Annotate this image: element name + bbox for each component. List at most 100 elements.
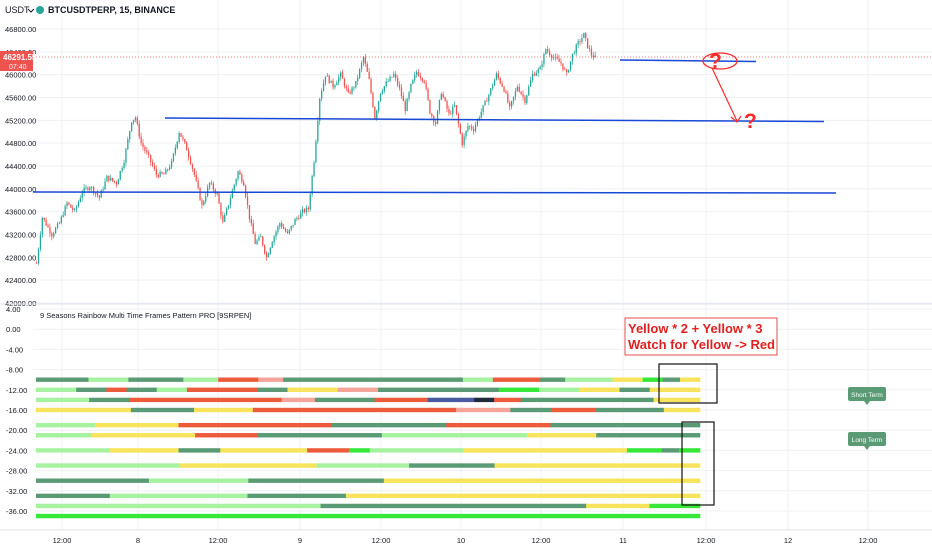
arrow-head-icon bbox=[730, 115, 742, 123]
highlight-ellipse[interactable] bbox=[702, 52, 738, 70]
candle-body bbox=[167, 169, 169, 171]
candle-body bbox=[136, 117, 138, 124]
candle-body bbox=[47, 225, 49, 228]
ribbon-segment bbox=[345, 493, 701, 499]
candle-body bbox=[416, 71, 418, 75]
candle-body bbox=[505, 91, 507, 94]
candle-body bbox=[463, 136, 465, 146]
down-arrow-line[interactable] bbox=[711, 67, 738, 122]
candle-body bbox=[51, 233, 53, 237]
price-tick-label: 45600.00 bbox=[5, 94, 36, 103]
candle-body bbox=[233, 184, 235, 191]
candle-body bbox=[239, 171, 241, 175]
candle-body bbox=[343, 78, 346, 87]
candle-body bbox=[562, 63, 564, 70]
ribbon-segment bbox=[409, 463, 495, 468]
price-tick-label: 42400.00 bbox=[5, 276, 36, 285]
candle-body bbox=[108, 175, 110, 181]
candle-body bbox=[421, 77, 423, 81]
candle-body bbox=[414, 74, 416, 80]
candle-body bbox=[66, 202, 68, 207]
candle-body bbox=[431, 113, 433, 117]
candle-body bbox=[72, 207, 74, 210]
short-term-box[interactable] bbox=[658, 363, 718, 404]
candle-body bbox=[53, 233, 55, 237]
ribbon-segment bbox=[383, 478, 701, 483]
ribbon-segment bbox=[320, 503, 587, 509]
ribbon-segment bbox=[36, 463, 181, 468]
candle-body bbox=[235, 179, 237, 185]
ribbon-segment bbox=[653, 397, 701, 403]
candle-body bbox=[205, 196, 207, 202]
candle-body bbox=[435, 121, 437, 124]
candle-body bbox=[290, 226, 292, 230]
indicator-tick-label: 4.00 bbox=[6, 305, 21, 314]
candle-body bbox=[144, 146, 146, 151]
chevron-down-icon[interactable] bbox=[27, 8, 35, 13]
candle-body bbox=[440, 94, 442, 100]
candle-body bbox=[146, 150, 148, 153]
candle-body bbox=[91, 187, 93, 188]
ribbon-segment bbox=[126, 387, 158, 392]
ribbon-segment bbox=[220, 448, 308, 453]
candle-body bbox=[271, 242, 273, 248]
candle-body bbox=[284, 228, 287, 232]
candle-body bbox=[379, 93, 382, 102]
candle-body bbox=[524, 96, 526, 103]
candle-body bbox=[83, 187, 85, 193]
candle-body bbox=[102, 189, 104, 191]
candle-body bbox=[442, 94, 444, 98]
indicator-tick-label: -24.00 bbox=[6, 446, 27, 455]
candle-body bbox=[226, 208, 228, 215]
price-tick-label: 46000.00 bbox=[5, 71, 36, 80]
candle-body bbox=[324, 76, 327, 83]
candle-body bbox=[334, 85, 336, 88]
ribbon-segment bbox=[314, 397, 375, 403]
trend-lines[interactable] bbox=[32, 56, 932, 194]
resistance-line-top[interactable] bbox=[619, 59, 757, 63]
candle-body bbox=[258, 236, 260, 241]
candle-body bbox=[511, 101, 513, 107]
candle-body bbox=[89, 187, 91, 190]
long-term-tag[interactable]: Long Term bbox=[848, 432, 886, 450]
ribbon-segment bbox=[195, 433, 258, 438]
last-price-value: 46291.55 bbox=[3, 53, 37, 62]
ribbon-segment bbox=[36, 448, 110, 453]
candle-body bbox=[142, 143, 144, 147]
candle-body bbox=[357, 77, 359, 81]
ribbon-segment bbox=[36, 397, 90, 403]
candle-body bbox=[459, 124, 461, 134]
ribbon-segment bbox=[492, 377, 541, 382]
candle-body bbox=[256, 240, 258, 245]
time-tick-label: 9 bbox=[298, 536, 302, 545]
ribbon-segment bbox=[36, 493, 111, 499]
question-annotations[interactable]: ? ? bbox=[702, 50, 757, 133]
ribbon-segment bbox=[91, 433, 196, 438]
last-price-badge: 46291.55 07:40 bbox=[0, 51, 37, 71]
candle-body bbox=[321, 91, 323, 99]
ribbon-segment bbox=[36, 422, 96, 428]
indicator-annotation[interactable]: Yellow * 2 + Yellow * 3 Watch for Yellow… bbox=[624, 317, 778, 356]
status-dot-icon bbox=[36, 6, 44, 14]
currency-selector[interactable] bbox=[0, 0, 38, 19]
candle-body bbox=[452, 106, 454, 114]
candle-body bbox=[191, 164, 194, 169]
ribbon-segment bbox=[156, 387, 188, 392]
candle-body bbox=[36, 263, 38, 264]
candle-body bbox=[104, 181, 106, 190]
ribbon-segment bbox=[520, 397, 654, 403]
ribbon-segment bbox=[498, 387, 540, 392]
resistance-line-middle[interactable] bbox=[164, 117, 825, 123]
candle-body bbox=[372, 92, 374, 107]
ribbon-segment bbox=[148, 478, 249, 483]
candle-body bbox=[503, 86, 505, 92]
candle-body bbox=[592, 55, 594, 58]
candle-body bbox=[381, 91, 384, 94]
support-line-bottom[interactable] bbox=[32, 191, 837, 194]
long-term-box[interactable] bbox=[681, 421, 715, 506]
short-term-tag[interactable]: Short Term bbox=[848, 387, 886, 405]
candle-body bbox=[37, 249, 40, 264]
candle-body bbox=[138, 123, 140, 137]
ribbon-segment bbox=[337, 387, 379, 392]
indicator-title[interactable]: 9 Seasons Rainbow Multi Time Frames Patt… bbox=[40, 311, 251, 320]
